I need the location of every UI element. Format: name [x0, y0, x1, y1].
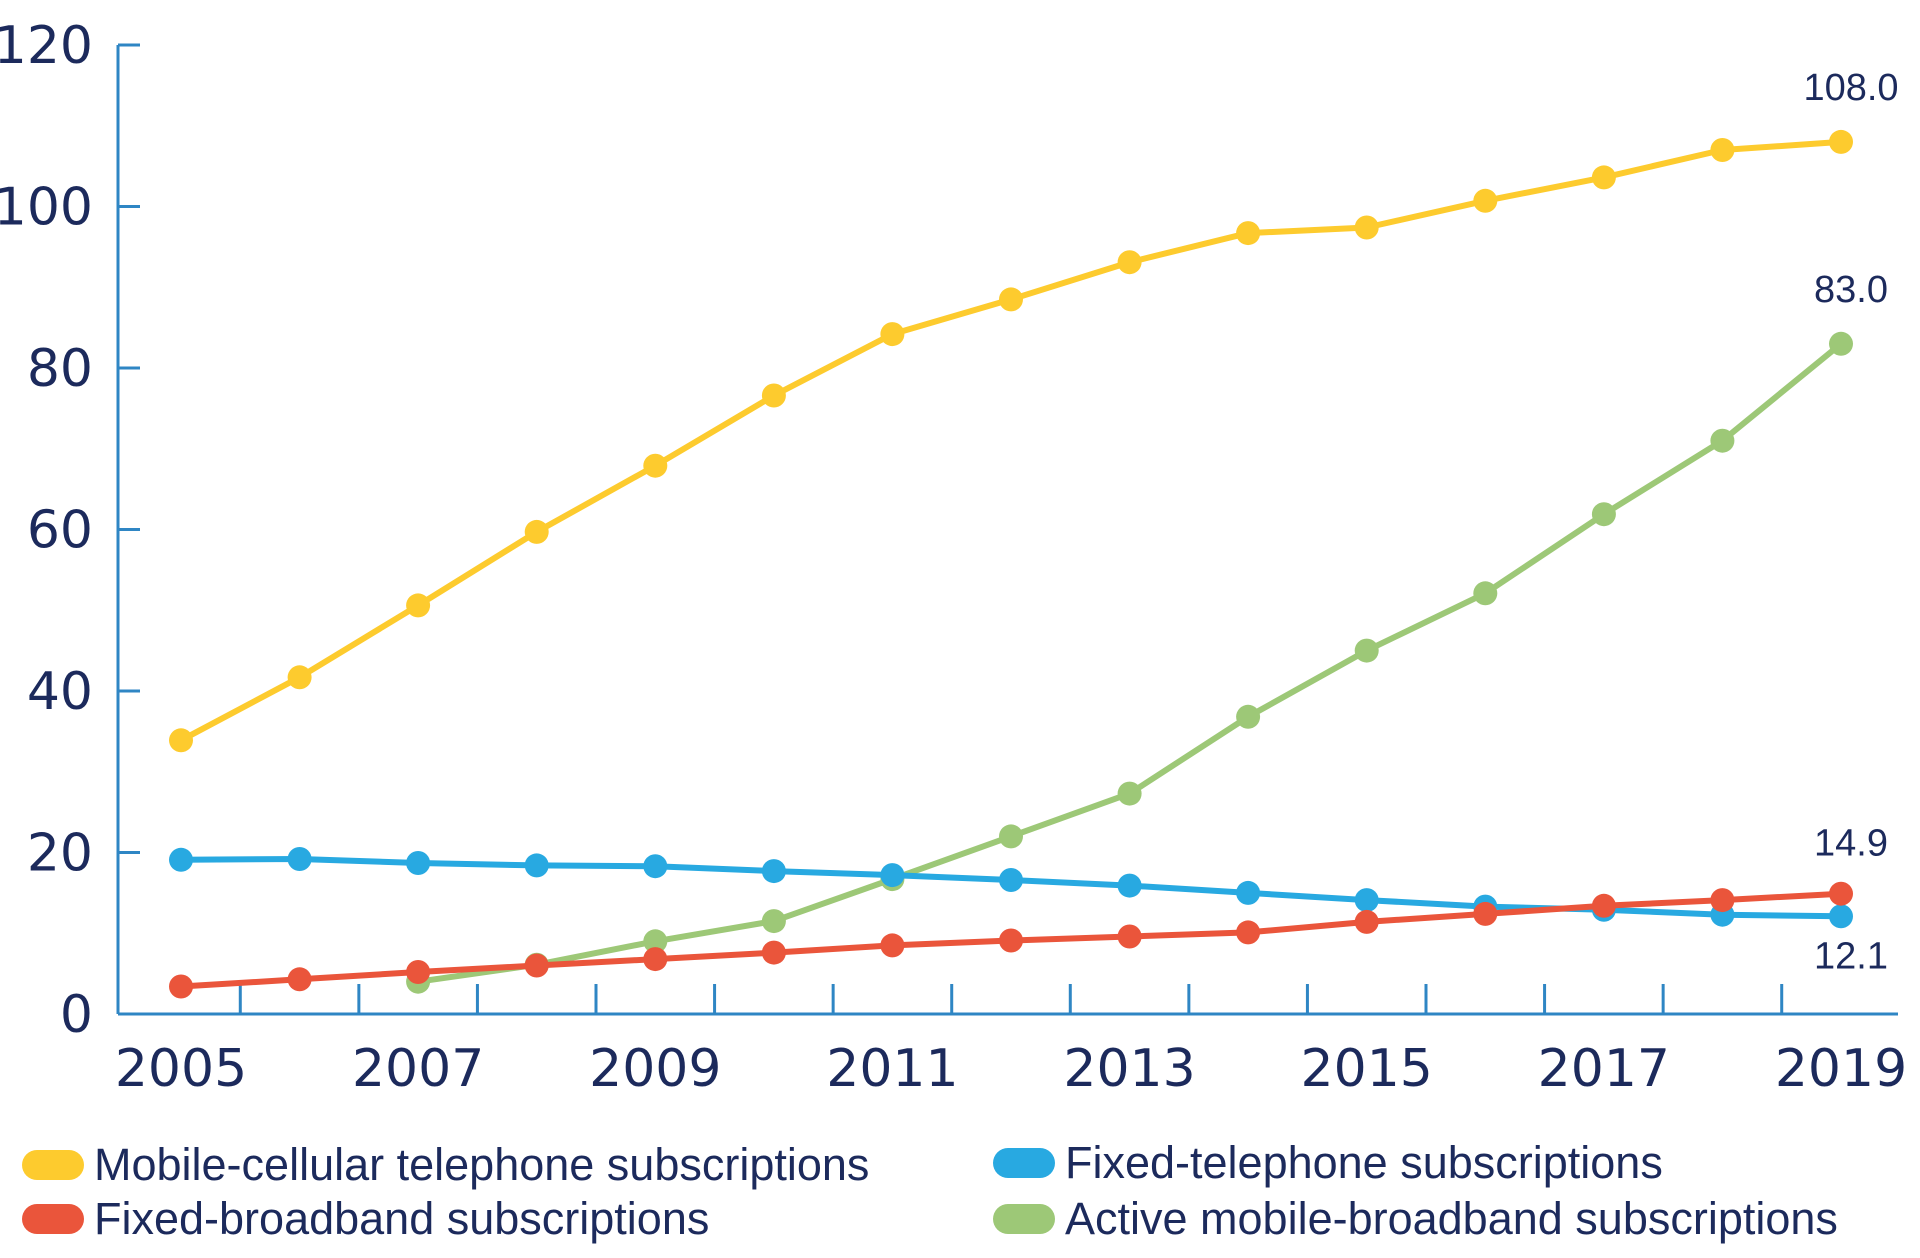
y-tick-label: 20 [27, 824, 93, 884]
y-tick-label: 120 [0, 16, 93, 76]
data-point [880, 933, 905, 958]
data-point [1829, 331, 1853, 356]
end-value-label: 83.0 [1814, 269, 1888, 311]
series-fixed-broadband-subscriptions [169, 881, 1853, 999]
x-tick-label: 2015 [1301, 1039, 1433, 1099]
legend-swatch-fixed-telephone [993, 1148, 1055, 1178]
data-point [999, 824, 1023, 849]
x-tick-label: 2013 [1063, 1039, 1195, 1099]
data-point [643, 929, 668, 954]
data-point [1117, 873, 1142, 898]
data-point [1473, 901, 1498, 926]
data-point [1829, 129, 1853, 154]
data-point [1473, 188, 1498, 213]
labels-layer: 0 20 40 60 80 100 120 2005 2007 2009 2011 2013 2015 2… [0, 16, 1907, 1099]
legend-label-mobile-cellular: Mobile-cellular telephone subscriptions [94, 1139, 870, 1190]
legend-swatch-active-mobile-broadband [993, 1204, 1055, 1234]
data-point [761, 383, 786, 408]
data-point [880, 863, 905, 888]
data-point [643, 854, 668, 879]
legend-item-active-mobile-broadband: Active mobile-broadband subscriptions [993, 1193, 1838, 1244]
data-point [406, 960, 431, 984]
data-point [1117, 250, 1142, 275]
x-tick-label: 2009 [589, 1039, 721, 1099]
data-point [1710, 888, 1735, 913]
data-point [1354, 215, 1379, 240]
line-chart: 0 20 40 60 80 100 120 2005 2007 2009 2011 2013 2015 2… [0, 16, 1907, 1099]
end-value-label: 12.1 [1814, 935, 1888, 977]
legend-item-mobile-cellular: Mobile-cellular telephone subscriptions [22, 1139, 870, 1190]
legend-label-fixed-telephone: Fixed-telephone subscriptions [1065, 1137, 1663, 1188]
y-tick-label: 0 [60, 985, 93, 1045]
data-point [1473, 581, 1498, 606]
x-tick-label: 2011 [826, 1039, 958, 1099]
data-point [1354, 909, 1379, 934]
end-value-label: 108.0 [1803, 67, 1898, 109]
data-point [1710, 138, 1735, 162]
series-mobile-cellular-telephone-subscriptions [169, 129, 1853, 753]
data-point [1591, 165, 1616, 190]
series-layer [169, 129, 1853, 999]
data-point [761, 940, 786, 965]
data-point [169, 974, 193, 999]
axes [116, 43, 1898, 1016]
legend-item-fixed-telephone: Fixed-telephone subscriptions [993, 1137, 1663, 1188]
data-point [1829, 881, 1853, 906]
data-point [999, 868, 1023, 892]
data-point [1591, 893, 1616, 918]
y-tick-label: 80 [27, 339, 93, 399]
data-point [1591, 502, 1616, 527]
data-point [643, 947, 668, 972]
legend-swatch-mobile-cellular [22, 1150, 84, 1180]
legend-item-fixed-broadband: Fixed-broadband subscriptions [22, 1193, 710, 1244]
y-tick-label: 60 [27, 501, 93, 561]
data-point [1354, 638, 1379, 663]
data-point [761, 909, 786, 934]
data-point [287, 967, 312, 992]
data-point [169, 847, 193, 872]
end-value-label: 14.9 [1814, 823, 1888, 865]
data-point [880, 322, 905, 347]
data-point [1710, 428, 1735, 453]
data-point [524, 953, 549, 978]
legend-swatch-fixed-broadband [22, 1204, 84, 1234]
data-point [643, 453, 668, 478]
data-point [1236, 880, 1261, 905]
legend: Mobile-cellular telephone subscriptions … [0, 1137, 1920, 1258]
legend-label-fixed-broadband: Fixed-broadband subscriptions [94, 1193, 710, 1244]
data-point [999, 287, 1023, 312]
data-point [1354, 888, 1379, 913]
y-tick-label: 100 [0, 178, 93, 238]
data-point [524, 853, 549, 878]
data-point [524, 519, 549, 544]
x-tick-label: 2019 [1775, 1039, 1907, 1099]
x-tick-label: 2007 [352, 1039, 484, 1099]
data-point [406, 593, 431, 618]
x-tick-label: 2017 [1538, 1039, 1670, 1099]
legend-label-active-mobile-broadband: Active mobile-broadband subscriptions [1065, 1193, 1838, 1244]
data-point [761, 859, 786, 884]
data-point [999, 928, 1023, 953]
data-point [287, 847, 312, 871]
series-line [179, 138, 1842, 743]
data-point [169, 728, 193, 753]
data-point [1236, 704, 1261, 729]
y-tick-label: 40 [27, 662, 93, 722]
data-point [1236, 920, 1261, 945]
data-point [287, 665, 312, 690]
data-point [406, 851, 431, 875]
data-point [1829, 904, 1853, 929]
data-point [1236, 221, 1261, 246]
data-point [1117, 924, 1142, 949]
data-point [1117, 781, 1142, 806]
x-tick-label: 2005 [115, 1039, 247, 1099]
